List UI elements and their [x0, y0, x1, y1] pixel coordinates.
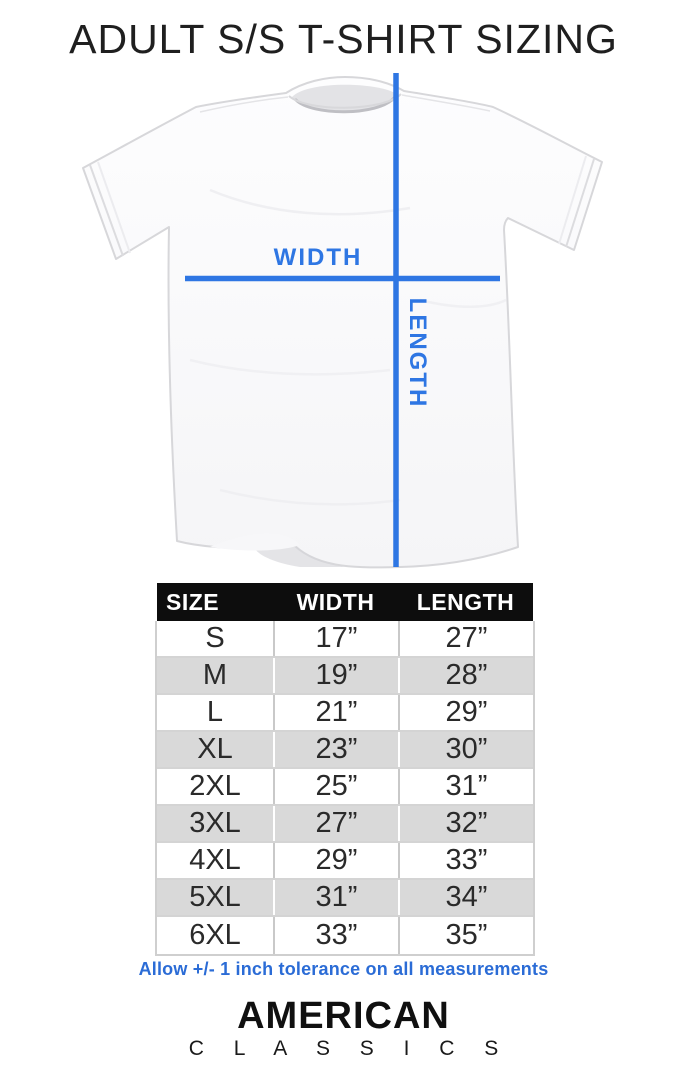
tshirt-wrinkle: [419, 298, 507, 308]
length-cell: 34”: [398, 880, 533, 915]
tshirt-wrinkle: [209, 188, 411, 216]
brand-logo: AMERICAN C L A S S I C S: [0, 997, 687, 1059]
size-cell: 3XL: [189, 807, 241, 839]
length-label: LENGTH: [404, 297, 431, 409]
length-cell: 30”: [398, 732, 533, 767]
width-cell: 19”: [273, 658, 398, 693]
size-table-row: XL 23” 30”: [157, 732, 533, 769]
size-cell: M: [202, 659, 228, 691]
size-table-body: S 17” 27” M 19” 28” L 21” 29” XL 23” 30”…: [155, 621, 535, 956]
length-cell: 29”: [398, 695, 533, 730]
tshirt-wrinkle: [189, 358, 391, 376]
tolerance-note: Allow +/- 1 inch tolerance on all measur…: [138, 959, 549, 979]
tshirt-left-cuff-stitch2: [97, 161, 131, 254]
tshirt-left-shoulder-seam: [199, 96, 289, 113]
width-cell: 25”: [273, 769, 398, 804]
tshirt-left-cuff-stitch: [89, 164, 124, 257]
tshirt-wrinkle: [219, 488, 401, 506]
size-table-row: 3XL 27” 32”: [157, 806, 533, 843]
size-table-row: M 19” 28”: [157, 658, 533, 695]
brand-subname: C L A S S I C S: [188, 1037, 511, 1060]
size-table-row: 4XL 29” 33”: [157, 843, 533, 880]
header-size: SIZE: [166, 588, 220, 615]
size-chart-header-row: SIZE WIDTH LENGTH: [157, 583, 533, 621]
tshirt-right-cuff-stitch: [565, 158, 595, 248]
length-cell: 28”: [398, 658, 533, 693]
brand-name: AMERICAN: [237, 995, 450, 1037]
length-cell: 27”: [398, 621, 533, 656]
width-cell: 29”: [273, 843, 398, 878]
size-cell: 4XL: [189, 844, 241, 876]
width-cell: 33”: [273, 917, 398, 954]
length-cell: 32”: [398, 806, 533, 841]
tshirt-right-shoulder-seam: [401, 94, 491, 112]
tshirt-body: [82, 76, 603, 569]
length-cell: 33”: [398, 843, 533, 878]
size-table-row: 6XL 33” 35”: [157, 917, 533, 954]
size-chart-table: SIZE WIDTH LENGTH S 17” 27” M 19” 28” L …: [155, 583, 535, 956]
size-table-row: 2XL 25” 31”: [157, 769, 533, 806]
width-cell: 27”: [273, 806, 398, 841]
page-title: ADULT S/S T-SHIRT SIZING: [69, 16, 618, 62]
size-cell: L: [206, 696, 224, 728]
size-cell: 6XL: [189, 919, 241, 951]
width-cell: 31”: [273, 880, 398, 915]
tshirt-hem-fold-highlight: [210, 533, 300, 551]
size-table-row: 5XL 31” 34”: [157, 880, 533, 917]
size-cell: XL: [197, 733, 233, 765]
width-label: WIDTH: [273, 244, 363, 271]
header-length: LENGTH: [416, 588, 515, 615]
size-table-row: L 21” 29”: [157, 695, 533, 732]
length-cell: 35”: [398, 917, 533, 954]
width-cell: 21”: [273, 695, 398, 730]
length-cell: 31”: [398, 769, 533, 804]
tshirt-diagram: [82, 73, 603, 569]
size-cell: 5XL: [189, 881, 241, 913]
tshirt-collar-stitch: [288, 93, 402, 109]
width-cell: 23”: [273, 732, 398, 767]
tshirt-right-cuff-stitch2: [558, 155, 587, 245]
tshirt-neck-shadow: [294, 96, 396, 114]
width-cell: 17”: [273, 621, 398, 656]
size-cell: 2XL: [189, 770, 241, 802]
size-table-row: S 17” 27”: [157, 621, 533, 658]
size-cell: S: [205, 622, 225, 654]
header-width: WIDTH: [296, 588, 375, 615]
